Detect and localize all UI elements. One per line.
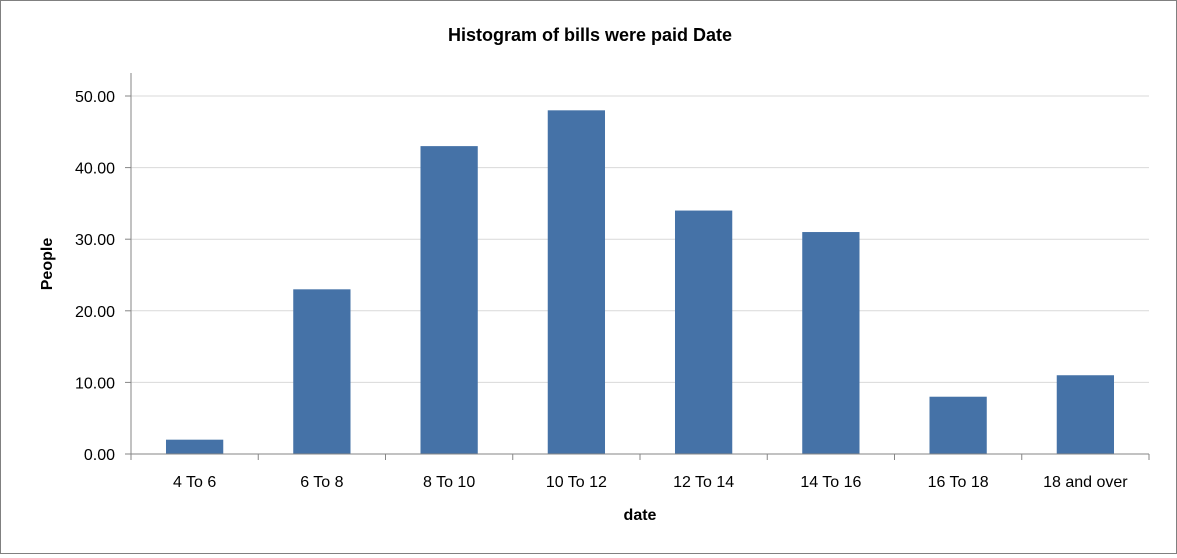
chart-title: Histogram of bills were paid Date [448,25,732,45]
bars [165,110,1115,454]
gridlines [131,95,1149,383]
y-tick-label: 10.00 [75,375,115,392]
bar [547,110,606,454]
bar [165,439,224,454]
x-tick-label: 14 To 16 [800,474,861,491]
y-tick-label: 40.00 [75,161,115,178]
x-tick-label: 16 To 18 [928,474,989,491]
bar [802,232,860,454]
y-tick-label: 20.00 [75,304,115,321]
y-tick-label: 30.00 [75,232,115,249]
bar [420,146,478,454]
x-tick-label: 12 To 14 [673,474,734,491]
y-tick-label: 50.00 [75,89,115,106]
x-axis-label: date [624,507,657,524]
y-tick-label: 0.00 [84,447,115,464]
x-tick-label: 18 and over [1043,474,1128,491]
x-tick-label: 4 To 6 [173,474,216,491]
y-tick-labels: 0.00 10.00 20.00 30.00 40.00 50.00 [75,89,115,464]
bar [293,289,351,454]
axes [125,73,1150,460]
bar [674,210,733,454]
y-axis-label: People [39,238,56,291]
bar [1056,375,1115,454]
x-tick-labels: 4 To 6 6 To 8 8 To 10 10 To 12 12 To 14 14 To… [173,474,1128,491]
x-tick-label: 8 To 10 [423,474,475,491]
bar [929,396,987,454]
x-tick-label: 10 To 12 [546,474,607,491]
x-tick-label: 6 To 8 [300,474,343,491]
